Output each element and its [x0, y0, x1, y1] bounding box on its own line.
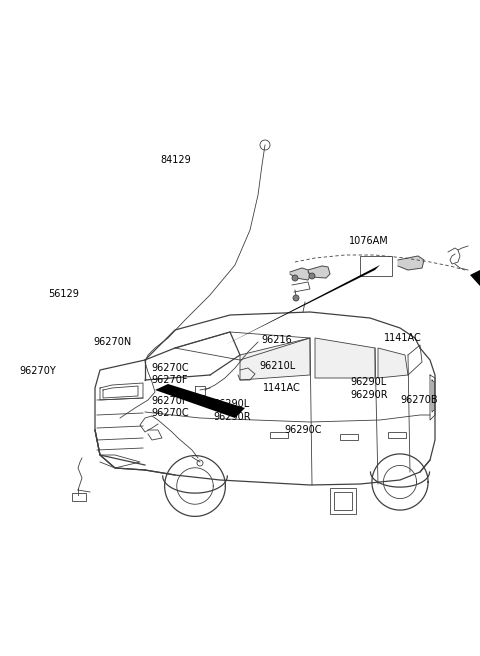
Polygon shape — [315, 338, 375, 378]
Polygon shape — [290, 268, 310, 280]
Circle shape — [309, 273, 315, 279]
Bar — [340, 434, 358, 440]
Text: 96270Y: 96270Y — [19, 365, 56, 376]
Bar — [72, 493, 86, 501]
Circle shape — [293, 295, 299, 301]
Text: 1076AM: 1076AM — [349, 236, 389, 247]
Text: 56129: 56129 — [48, 289, 79, 299]
Text: 84129: 84129 — [161, 155, 192, 165]
Text: 96270B: 96270B — [401, 395, 438, 405]
Text: 96216: 96216 — [262, 335, 292, 345]
Text: 96210L: 96210L — [259, 361, 296, 371]
Polygon shape — [155, 384, 245, 418]
Text: 1141AC: 1141AC — [263, 383, 300, 394]
Polygon shape — [240, 338, 310, 380]
Text: 96270N: 96270N — [94, 337, 132, 348]
Polygon shape — [398, 256, 424, 270]
Bar — [334, 492, 352, 510]
Polygon shape — [470, 270, 480, 308]
Bar — [270, 432, 288, 438]
Text: 96270F
96270C: 96270F 96270C — [151, 396, 189, 418]
Bar — [388, 432, 406, 438]
Text: 96270C
96270F: 96270C 96270F — [151, 363, 189, 385]
Bar — [330, 488, 356, 514]
Polygon shape — [378, 348, 408, 378]
Circle shape — [292, 275, 298, 281]
Text: 96290C: 96290C — [284, 425, 322, 436]
Polygon shape — [215, 265, 380, 350]
Bar — [360, 256, 392, 276]
Text: 96290L
96290R: 96290L 96290R — [350, 377, 388, 400]
Text: 1141AC: 1141AC — [384, 333, 422, 344]
Polygon shape — [308, 266, 330, 278]
Text: 96290L
96290R: 96290L 96290R — [214, 400, 251, 422]
